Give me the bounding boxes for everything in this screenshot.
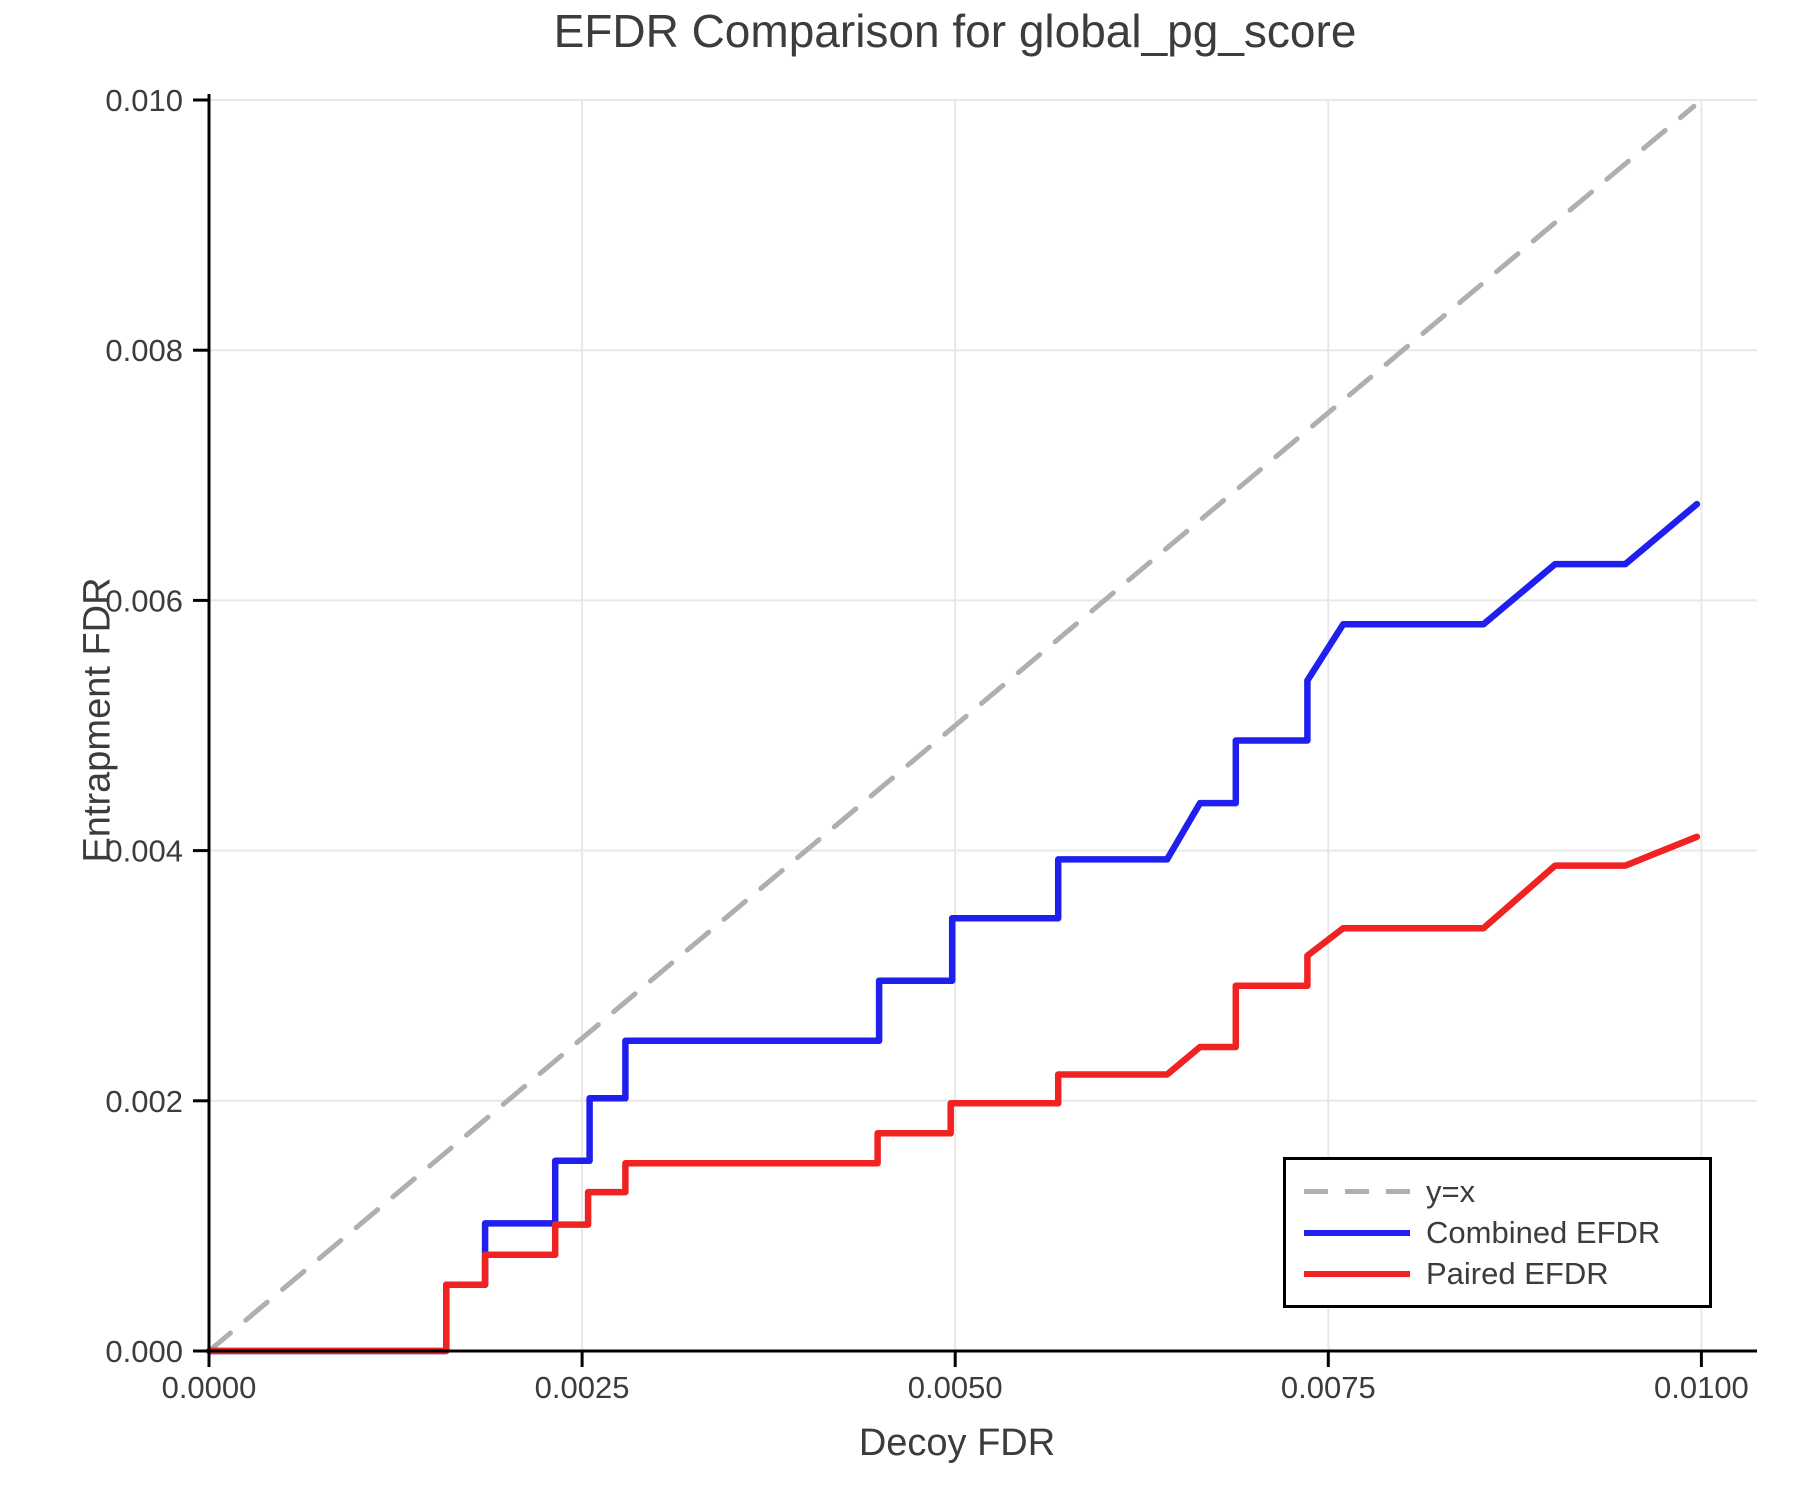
combined-efdr-line-sample-icon [1304, 1229, 1410, 1236]
x-axis-label: Decoy FDR [858, 1422, 1056, 1464]
x-tick-label: 0.0000 [162, 1370, 257, 1405]
y-tick-label: 0.002 [105, 1084, 183, 1119]
y-tick-label: 0.006 [105, 583, 183, 618]
legend-item-identity-line: y=x [1304, 1174, 1709, 1210]
legend-label-paired-efdr: Paired EFDR [1426, 1256, 1609, 1291]
legend-label-combined-efdr: Combined EFDR [1426, 1215, 1661, 1250]
y-tick-label: 0.004 [105, 834, 183, 869]
paired-efdr-line-sample-icon [1304, 1270, 1410, 1277]
legend-item-paired-efdr: Paired EFDR [1304, 1256, 1709, 1292]
chart-title: EFDR Comparison for global_pg_score [553, 5, 1357, 57]
x-tick-label: 0.0025 [535, 1370, 630, 1405]
y-tick-label: 0.008 [105, 333, 183, 368]
series-line-y-x [206, 103, 1697, 1354]
x-tick-label: 0.0050 [908, 1370, 1003, 1405]
identity-line-sample-icon [1304, 1189, 1410, 1194]
x-tick-label: 0.0075 [1281, 1370, 1376, 1405]
x-tick-label: 0.0100 [1654, 1370, 1749, 1405]
series-line-combined-efdr [205, 500, 1701, 1355]
y-tick-label: 0.010 [105, 83, 183, 118]
y-axis-label: Entrapment FDR [76, 577, 119, 863]
legend-box: y=x Combined EFDR Paired EFDR [1283, 1157, 1712, 1308]
y-tick-label: 0.000 [105, 1334, 183, 1369]
legend-label-identity: y=x [1426, 1174, 1476, 1209]
legend-item-combined-efdr: Combined EFDR [1304, 1215, 1709, 1251]
series-line-paired-efdr [205, 833, 1701, 1355]
